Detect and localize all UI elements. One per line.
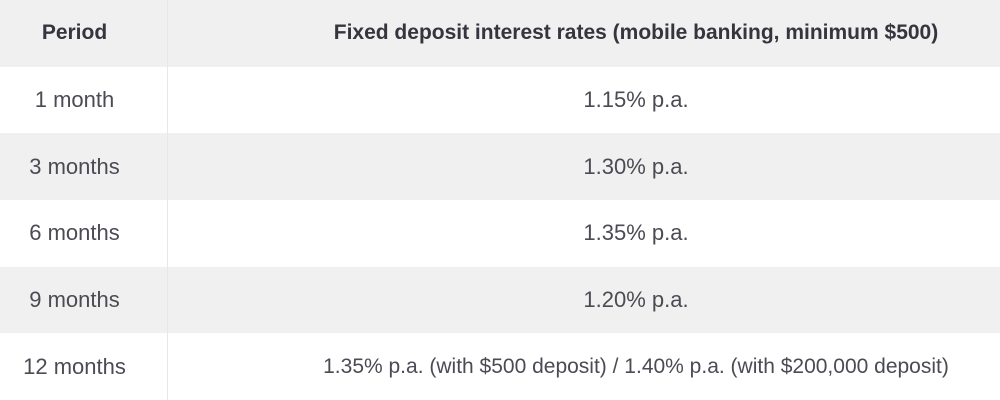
rate-value: 1.20% p.a. [583, 286, 689, 312]
table-row-period-6-months: 6 months [0, 200, 167, 267]
table-row-period-12-months: 12 months [0, 333, 167, 400]
period-value: 1 month [34, 86, 115, 112]
table-row-rate-9-months: 1.20% p.a. [167, 266, 1000, 334]
table-row-rate-6-months: 1.35% p.a. [167, 199, 1000, 267]
column-header-rates-label: Fixed deposit interest rates (mobile ban… [333, 21, 939, 45]
table-row-period-1-month: 1 month [0, 67, 167, 134]
column-header-period: Period [0, 0, 167, 67]
rate-value: 1.35% p.a. (with $500 deposit) / 1.40% p… [323, 354, 949, 378]
rate-value: 1.35% p.a. [583, 220, 689, 246]
column-header-period-label: Period [41, 21, 108, 45]
rate-value: 1.15% p.a. [583, 86, 689, 112]
table-row-rate-12-months: 1.35% p.a. (with $500 deposit) / 1.40% p… [167, 333, 1000, 400]
table-row-rate-3-months: 1.30% p.a. [167, 133, 1000, 200]
period-value: 3 months [29, 153, 120, 179]
rate-value: 1.30% p.a. [583, 153, 689, 179]
table-row-period-9-months: 9 months [0, 266, 167, 334]
table-row-rate-1-month: 1.15% p.a. [167, 66, 1000, 134]
table-row-period-3-months: 3 months [0, 133, 167, 200]
period-value: 9 months [29, 286, 120, 312]
period-value: 12 months [23, 353, 126, 379]
column-header-rates: Fixed deposit interest rates (mobile ban… [167, 0, 1000, 67]
period-value: 6 months [29, 220, 120, 246]
